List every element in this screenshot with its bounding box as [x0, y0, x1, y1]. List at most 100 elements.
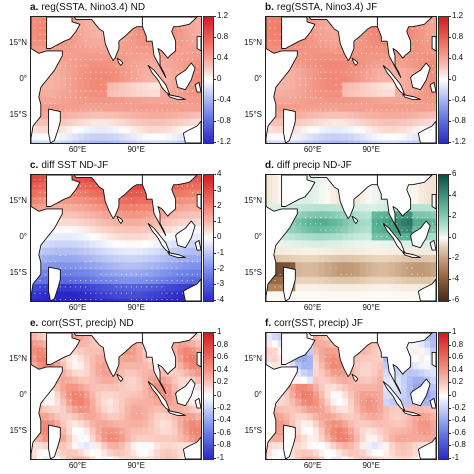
field-cell — [165, 240, 173, 249]
field-cell — [318, 104, 326, 113]
stipple-dot — [146, 210, 148, 212]
field-cell — [365, 298, 373, 301]
stipple-dot — [181, 40, 183, 42]
stipple-dot — [416, 217, 418, 219]
field-cell — [107, 434, 114, 443]
field-cell — [95, 254, 102, 263]
stipple-dot — [186, 261, 188, 263]
stipple-dot — [191, 261, 193, 263]
field-cell — [60, 140, 67, 143]
field-cell — [371, 225, 378, 234]
colorbar-tick-mark — [213, 407, 216, 409]
land-polygon — [308, 17, 378, 62]
field-cell — [424, 398, 431, 407]
stipple-dot — [406, 229, 408, 231]
field-cell — [95, 82, 102, 91]
field-cell — [412, 104, 420, 113]
field-cell — [171, 434, 179, 443]
field-cell — [412, 38, 420, 47]
field-cell — [48, 398, 56, 407]
stipple-dot — [135, 77, 138, 80]
stipple-dot — [161, 292, 163, 294]
colorbar-tick-label: -0.8 — [217, 116, 231, 125]
field-cell — [389, 140, 396, 143]
field-cell — [189, 420, 196, 429]
stipple-dot — [176, 52, 178, 54]
field-cell — [371, 383, 378, 392]
stipple-dot — [44, 191, 46, 193]
field-cell — [159, 211, 167, 220]
field-cell — [383, 269, 390, 278]
field-cell — [383, 442, 390, 450]
stipple-dot — [135, 109, 138, 111]
field-cell — [353, 196, 361, 205]
field-cell — [136, 46, 143, 54]
field-cell — [113, 269, 120, 278]
field-cell — [113, 240, 120, 249]
field-cell — [113, 291, 120, 300]
field-cell — [171, 182, 179, 191]
stipple-dot — [151, 286, 153, 288]
field-cell — [77, 89, 85, 98]
field-cell — [89, 247, 97, 256]
field-cell — [83, 398, 91, 407]
stipple-dot — [95, 77, 97, 80]
stipple-dot — [156, 267, 158, 269]
field-cell — [330, 276, 337, 285]
field-cell — [113, 376, 120, 385]
field-cell — [371, 38, 378, 47]
field-cell — [165, 133, 173, 142]
field-cell — [277, 17, 285, 25]
field-cell — [324, 233, 332, 242]
field-cell — [95, 398, 102, 407]
field-cell — [307, 67, 314, 76]
stipple-dot — [90, 90, 92, 92]
colorbar-tick-label: -6 — [452, 295, 460, 304]
field-cell — [330, 196, 337, 205]
colorbar-tick-mark — [448, 58, 451, 59]
field-cell — [77, 354, 85, 363]
field-cell — [365, 118, 373, 127]
field-cell — [159, 276, 167, 285]
field-cell — [295, 391, 302, 400]
field-cell — [330, 369, 337, 378]
field-cell — [353, 354, 361, 363]
field-cell — [89, 60, 97, 69]
stipple-dot — [320, 217, 322, 219]
map-panel-6: f. corr(SST, precip) JF 15°N 0° 15°S 60°E 90°E… — [235, 316, 474, 474]
land-polygon — [351, 373, 359, 382]
field-cell — [130, 291, 138, 300]
field-cell — [383, 60, 390, 69]
field-cell — [101, 46, 108, 54]
colorbar-tick-mark — [213, 458, 216, 459]
stipple-dot — [330, 419, 332, 421]
stipple-dot — [166, 267, 168, 269]
field-cell — [359, 354, 367, 363]
stipple-dot — [100, 77, 102, 80]
field-cell — [301, 196, 308, 205]
stipple-dot — [110, 217, 112, 219]
land-polygon — [196, 351, 201, 368]
stipple-dot — [186, 368, 188, 370]
colorbar-tick-mark — [448, 100, 451, 101]
field-cell — [295, 126, 302, 134]
field-cell — [365, 60, 373, 69]
stipple-dot — [75, 46, 77, 48]
field-cell — [330, 189, 337, 198]
field-cell — [31, 175, 38, 183]
field-cell — [77, 405, 85, 414]
field-cell — [154, 420, 161, 429]
field-cell — [165, 96, 173, 105]
field-cell — [412, 196, 420, 205]
stipple-dot — [130, 204, 132, 206]
stipple-dot — [396, 65, 398, 67]
field-cell — [42, 240, 50, 249]
stipple-dot — [176, 59, 178, 61]
stipple-dot — [386, 46, 388, 48]
field-cell — [348, 398, 355, 407]
stipple-dot — [304, 393, 307, 396]
colorbar-tick-label: 2 — [217, 200, 222, 210]
stipple-dot — [80, 267, 82, 269]
stipple-dot — [376, 223, 378, 225]
field-cell — [318, 182, 326, 191]
